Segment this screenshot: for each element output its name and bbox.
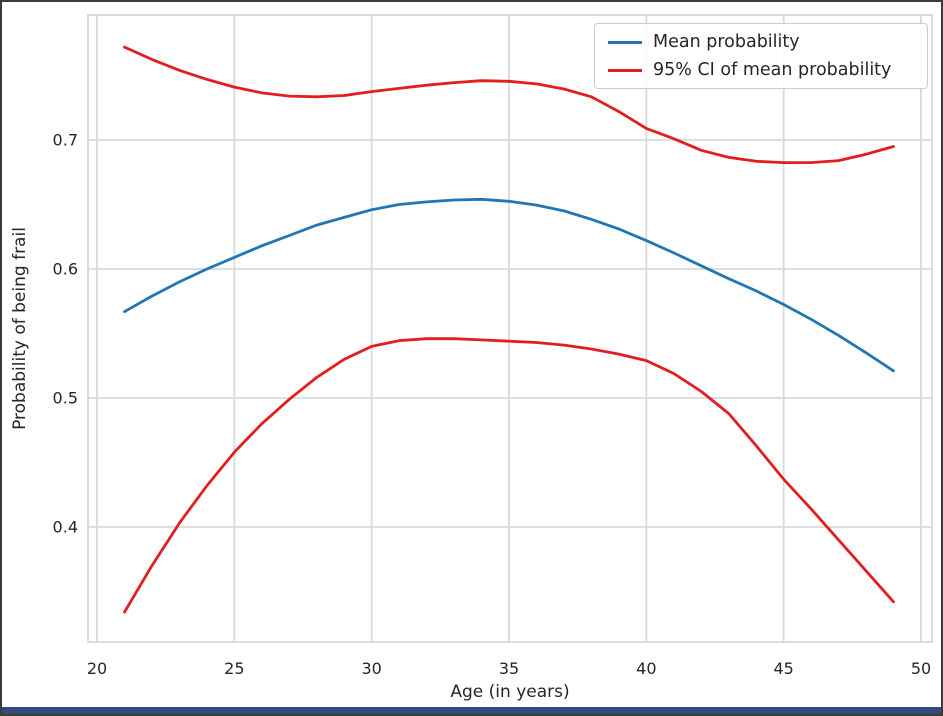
legend-label-mean: Mean probability xyxy=(653,32,800,52)
upper-ci-line xyxy=(123,45,895,164)
legend-line-sample-ci xyxy=(608,68,642,72)
tick-label-y-0.6: 0.6 xyxy=(53,260,78,279)
tick-label-x-20: 20 xyxy=(87,659,107,678)
tick-label-y-0.7: 0.7 xyxy=(53,131,78,150)
x-axis-label: Age (in years) xyxy=(450,682,569,702)
tick-label-x-30: 30 xyxy=(361,659,381,678)
axes-frame xyxy=(87,14,933,643)
legend-item-ci: 95% CI of mean probability xyxy=(595,60,927,80)
mean-probability-line xyxy=(123,197,895,373)
legend-item-mean: Mean probability xyxy=(595,32,927,52)
legend-line-sample-mean xyxy=(608,40,642,44)
legend-label-ci: 95% CI of mean probability xyxy=(653,60,892,80)
tick-label-x-35: 35 xyxy=(499,659,519,678)
curve-layer xyxy=(123,45,895,614)
tick-label-x-25: 25 xyxy=(224,659,244,678)
tick-label-y-0.4: 0.4 xyxy=(53,518,78,537)
y-axis-label: Probability of being frail xyxy=(10,227,30,430)
lower-ci-line xyxy=(123,337,895,614)
tick-label-x-45: 45 xyxy=(773,659,793,678)
axes-border xyxy=(87,14,933,643)
tick-label-x-50: 50 xyxy=(911,659,931,678)
tick-label-y-0.5: 0.5 xyxy=(53,389,78,408)
grid-layer xyxy=(88,15,932,642)
tick-label-x-40: 40 xyxy=(636,659,656,678)
legend: Mean probability 95% CI of mean probabil… xyxy=(594,23,928,89)
bottom-accent-bar xyxy=(2,707,941,714)
tick-layer: 20 25 30 35 40 45 50 0.4 0.5 0.6 0.7 xyxy=(53,131,932,679)
